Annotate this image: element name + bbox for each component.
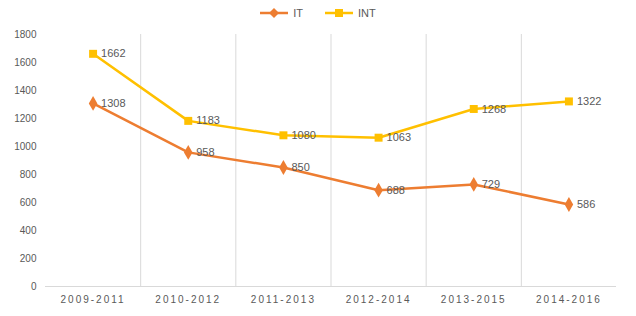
svg-text:958: 958 bbox=[196, 146, 214, 158]
html-text:INT: INT bbox=[358, 7, 376, 19]
svg-text:1600: 1600 bbox=[14, 57, 37, 68]
svg-text:1322: 1322 bbox=[577, 95, 601, 107]
svg-text:586: 586 bbox=[577, 198, 595, 210]
svg-text:2012-2014: 2012-2014 bbox=[346, 294, 412, 305]
svg-text:1662: 1662 bbox=[101, 47, 125, 59]
svg-text:1268: 1268 bbox=[482, 103, 506, 115]
svg-text:2013-2015: 2013-2015 bbox=[441, 294, 507, 305]
svg-text:688: 688 bbox=[387, 184, 405, 196]
svg-text:2010-2012: 2010-2012 bbox=[155, 294, 221, 305]
svg-text:600: 600 bbox=[20, 197, 37, 208]
svg-text:1063: 1063 bbox=[387, 131, 411, 143]
svg-text:200: 200 bbox=[20, 253, 37, 264]
svg-text:1183: 1183 bbox=[196, 114, 220, 126]
svg-text:1400: 1400 bbox=[14, 85, 37, 96]
svg-text:2014-2016: 2014-2016 bbox=[536, 294, 602, 305]
svg-text:800: 800 bbox=[20, 169, 37, 180]
html-text:IT: IT bbox=[293, 7, 303, 19]
svg-text:850: 850 bbox=[291, 161, 309, 173]
svg-text:1080: 1080 bbox=[291, 129, 315, 141]
svg-text:1308: 1308 bbox=[101, 97, 125, 109]
svg-text:1200: 1200 bbox=[14, 113, 37, 124]
svg-text:2009-2011: 2009-2011 bbox=[61, 294, 126, 305]
svg-text:2011-2013: 2011-2013 bbox=[251, 294, 316, 305]
svg-text:729: 729 bbox=[482, 178, 500, 190]
svg-text:1000: 1000 bbox=[14, 141, 37, 152]
svg-text:400: 400 bbox=[20, 225, 37, 236]
svg-text:1800: 1800 bbox=[14, 29, 37, 40]
svg-text:0: 0 bbox=[31, 281, 37, 292]
